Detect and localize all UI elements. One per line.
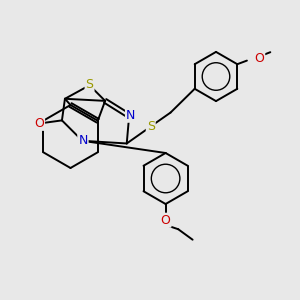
Text: O: O — [254, 52, 264, 65]
Text: N: N — [78, 134, 88, 147]
Text: S: S — [147, 120, 155, 133]
Text: O: O — [34, 117, 44, 130]
Text: N: N — [126, 109, 135, 122]
Text: S: S — [85, 78, 94, 91]
Text: O: O — [161, 214, 170, 227]
